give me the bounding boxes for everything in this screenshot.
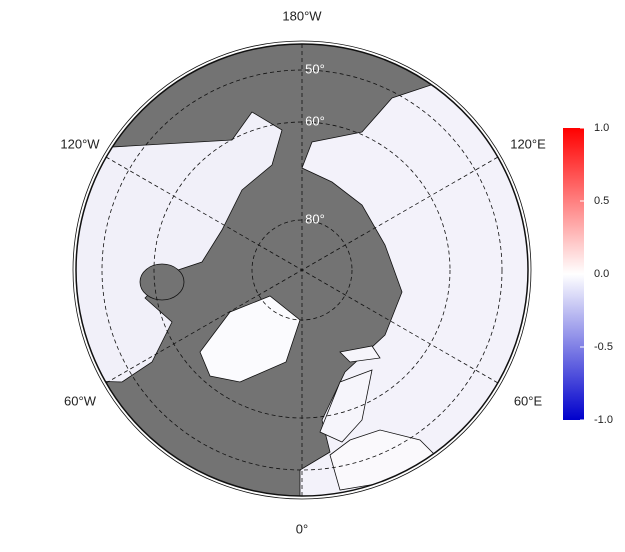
colorbar-tick-label: -1.0 xyxy=(594,414,613,426)
lon-label: 60°E xyxy=(514,393,543,408)
lat-label: 80° xyxy=(305,211,325,226)
lat-label: 50° xyxy=(305,61,325,76)
map-border xyxy=(72,40,532,500)
scandinavia xyxy=(319,369,373,443)
lon-label: 60°W xyxy=(64,393,97,408)
map-border xyxy=(75,43,529,497)
colorbar-tick-label: 1.0 xyxy=(594,122,609,134)
lon-label: 180°W xyxy=(282,8,322,23)
colorbar-tick-label: 0.5 xyxy=(594,195,609,207)
lon-label: 120°W xyxy=(60,136,100,151)
colorbar-ticks: 1.0 0.5 0.0 -0.5 -1.0 xyxy=(580,122,613,426)
lon-label: 120°E xyxy=(510,136,546,151)
graticule xyxy=(101,69,503,471)
colorbar-tick-label: -0.5 xyxy=(594,341,613,353)
lat-label: 60° xyxy=(305,113,325,128)
colorbar xyxy=(563,128,584,420)
north-america xyxy=(76,111,283,383)
svalbard xyxy=(339,345,381,363)
europe-detail xyxy=(329,429,441,491)
colorbar-tick-label: 0.0 xyxy=(594,268,609,280)
map-body xyxy=(76,44,528,496)
greenland xyxy=(199,295,301,383)
graticule xyxy=(105,156,499,384)
lon-label: 0° xyxy=(296,521,308,536)
hudson-bay xyxy=(139,263,185,301)
